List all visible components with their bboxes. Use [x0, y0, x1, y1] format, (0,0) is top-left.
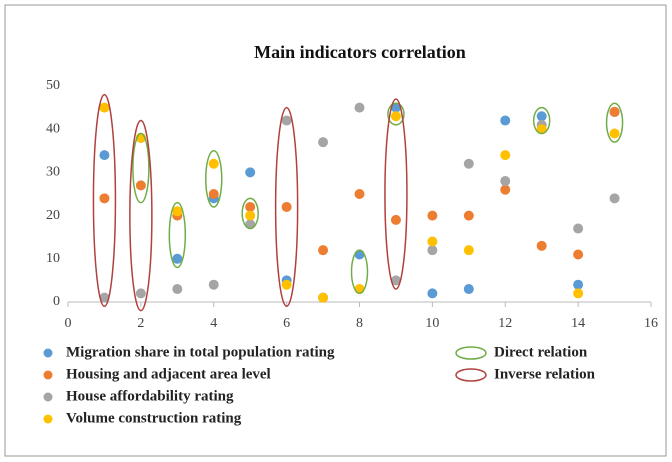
- point: [463, 210, 474, 221]
- point: [500, 184, 511, 195]
- relation-ellipse: [274, 106, 299, 308]
- point: [536, 124, 547, 135]
- x-tick-label: 0: [65, 316, 72, 331]
- legend-label: Housing and adjacent area level: [66, 366, 271, 382]
- point: [318, 137, 329, 148]
- point: [281, 201, 292, 212]
- point: [245, 167, 256, 178]
- y-tick-label: 30: [46, 165, 60, 180]
- point: [172, 206, 183, 217]
- point: [463, 158, 474, 169]
- relation-ellipse: [350, 249, 369, 295]
- legend-marker: [455, 346, 487, 360]
- y-tick-label: 10: [46, 251, 60, 266]
- point: [609, 193, 620, 204]
- legend-marker: [43, 370, 53, 380]
- point: [500, 150, 511, 161]
- point: [172, 253, 183, 264]
- relation-ellipse: [241, 197, 259, 230]
- point: [573, 249, 584, 260]
- point: [500, 115, 511, 126]
- legend-label: Migration share in total population rati…: [66, 344, 335, 360]
- point: [281, 115, 292, 126]
- relation-ellipse: [605, 102, 624, 143]
- point: [245, 201, 256, 212]
- point: [208, 279, 219, 290]
- point: [536, 111, 547, 122]
- point: [427, 245, 438, 256]
- point: [573, 279, 584, 290]
- relation-ellipse: [532, 106, 551, 135]
- point: [99, 102, 110, 113]
- point: [135, 288, 146, 299]
- legend-marker: [455, 368, 487, 382]
- point: [99, 193, 110, 204]
- point: [427, 236, 438, 247]
- point: [318, 292, 329, 303]
- y-tick-label: 20: [46, 208, 60, 223]
- legend-marker: [43, 414, 53, 424]
- point: [281, 279, 292, 290]
- point: [427, 210, 438, 221]
- point: [354, 249, 365, 260]
- legend-label: Inverse relation: [494, 366, 596, 382]
- point: [99, 292, 110, 303]
- legend-label: Volume construction rating: [66, 410, 242, 426]
- point: [354, 102, 365, 113]
- point: [390, 275, 401, 286]
- x-tick-label: 12: [498, 316, 512, 331]
- point: [135, 180, 146, 191]
- point: [463, 284, 474, 295]
- chart-title: Main indicators correlation: [254, 42, 466, 62]
- x-tick-label: 4: [210, 316, 217, 331]
- legend-marker: [43, 392, 53, 402]
- relation-ellipse: [168, 201, 187, 269]
- point: [245, 210, 256, 221]
- legend-label: Direct relation: [494, 344, 588, 360]
- point: [172, 284, 183, 295]
- point: [390, 111, 401, 122]
- point: [208, 158, 219, 169]
- point: [573, 223, 584, 234]
- legend-marker: [43, 348, 53, 358]
- x-tick-label: 16: [644, 316, 658, 331]
- legend-label: House affordability rating: [66, 388, 234, 404]
- x-tick-label: 14: [571, 316, 585, 331]
- y-tick-label: 40: [46, 121, 60, 136]
- point: [427, 288, 438, 299]
- x-tick-label: 6: [283, 316, 290, 331]
- point: [390, 102, 401, 113]
- point: [354, 189, 365, 199]
- x-tick-label: 2: [137, 316, 144, 331]
- x-tick-label: 10: [425, 316, 439, 331]
- point: [245, 219, 256, 230]
- point: [609, 106, 620, 117]
- point: [318, 245, 329, 256]
- relation-ellipse: [132, 132, 150, 204]
- y-tick-label: 50: [46, 78, 60, 93]
- point: [208, 189, 219, 199]
- relation-ellipse: [205, 150, 223, 208]
- relation-ellipse: [129, 119, 153, 312]
- point: [500, 176, 511, 187]
- point: [573, 288, 584, 299]
- point: [99, 150, 110, 161]
- point: [354, 284, 365, 295]
- point: [536, 240, 547, 251]
- y-tick-label: 0: [53, 294, 60, 309]
- point: [390, 214, 401, 225]
- point: [609, 128, 620, 139]
- relation-ellipse: [384, 98, 408, 290]
- x-tick-label: 8: [356, 316, 363, 331]
- relation-ellipse: [92, 93, 117, 308]
- relation-ellipse: [387, 102, 405, 126]
- point: [463, 245, 474, 256]
